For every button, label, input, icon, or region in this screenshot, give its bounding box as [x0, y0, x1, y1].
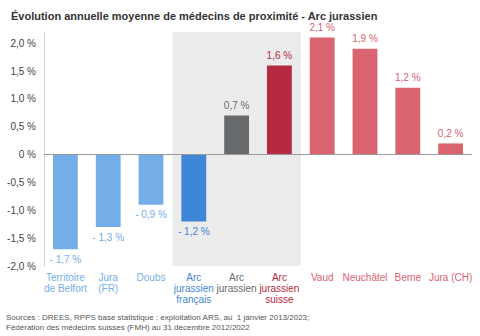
- svg-text:Arc: Arc: [186, 272, 201, 283]
- svg-text:jurassien: jurassien: [173, 283, 214, 294]
- svg-text:Arc: Arc: [272, 272, 287, 283]
- svg-text:- 1,7 %: - 1,7 %: [50, 254, 82, 265]
- svg-text:jurassien: jurassien: [216, 283, 257, 294]
- svg-text:-1,0 %: -1,0 %: [7, 205, 36, 216]
- svg-text:- 0,9 %: - 0,9 %: [135, 209, 167, 220]
- svg-text:Jura: Jura: [98, 272, 118, 283]
- svg-text:Vaud: Vaud: [311, 272, 334, 283]
- svg-text:0,2 %: 0,2 %: [438, 128, 464, 139]
- svg-text:-0,5 %: -0,5 %: [7, 177, 36, 188]
- svg-text:Fédération des médecins suisse: Fédération des médecins suisses (FMH) au…: [6, 323, 250, 332]
- svg-text:2,1 %: 2,1 %: [309, 22, 335, 33]
- svg-text:0,5 %: 0,5 %: [10, 121, 36, 132]
- svg-text:de Belfort: de Belfort: [44, 283, 87, 294]
- svg-text:1,2 %: 1,2 %: [395, 72, 421, 83]
- svg-text:Arc: Arc: [229, 272, 244, 283]
- svg-text:Doubs: Doubs: [137, 272, 166, 283]
- svg-text:- 1,2 %: - 1,2 %: [178, 226, 210, 237]
- svg-text:Jura (CH): Jura (CH): [429, 272, 472, 283]
- svg-text:(FR): (FR): [98, 283, 118, 294]
- svg-text:1,0 %: 1,0 %: [10, 93, 36, 104]
- svg-text:suisse: suisse: [265, 294, 294, 305]
- svg-text:-1,5 %: -1,5 %: [7, 233, 36, 244]
- svg-text:Neuchâtel: Neuchâtel: [342, 272, 387, 283]
- svg-text:Évolution annuelle moyenne de: Évolution annuelle moyenne de médecins d…: [11, 10, 378, 22]
- svg-text:jurassien: jurassien: [258, 283, 299, 294]
- svg-text:2,0 %: 2,0 %: [10, 38, 36, 49]
- svg-text:Territoire: Territoire: [46, 272, 85, 283]
- svg-text:-2,0 %: -2,0 %: [7, 261, 36, 272]
- svg-text:1,9 %: 1,9 %: [352, 33, 378, 44]
- svg-text:Berne: Berne: [394, 272, 421, 283]
- svg-text:0 %: 0 %: [19, 149, 36, 160]
- svg-text:0,7 %: 0,7 %: [224, 100, 250, 111]
- svg-text:- 1,3 %: - 1,3 %: [92, 232, 124, 243]
- svg-text:1,6 %: 1,6 %: [267, 50, 293, 61]
- svg-text:Sources : DREES, RPPS base sta: Sources : DREES, RPPS base statistique :…: [6, 313, 309, 322]
- svg-text:1,5 %: 1,5 %: [10, 66, 36, 77]
- svg-text:français: français: [176, 294, 211, 305]
